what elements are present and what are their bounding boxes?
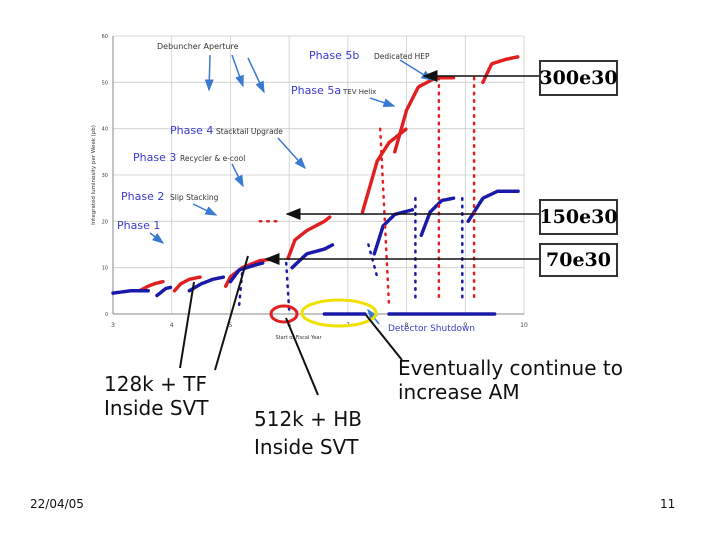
y-tick-label: 40 (102, 127, 108, 133)
callout-tf: 128k + TF Inside SVT (104, 372, 209, 420)
y-tick-label: 60 (102, 34, 108, 40)
series-blue-segment (372, 208, 415, 256)
series-red-segment (393, 75, 456, 154)
annotation-phase3-title: Phase 3 (133, 151, 176, 164)
chart-annotations: Debuncher Aperture Phase 5b Dedicated HEP P… (117, 42, 475, 334)
tf-pointer-line-1 (214, 255, 249, 371)
phase-arrow (399, 59, 434, 81)
chart-grid (112, 35, 525, 315)
series-red-segment (172, 275, 203, 293)
highlight-ellipses (269, 298, 378, 328)
y-tick-label: 10 (102, 266, 108, 272)
y-axis-label: Integrated luminosity per Week (pb) (91, 125, 97, 225)
series-red-segment (481, 55, 520, 85)
callout-tf-line1: 128k + TF (104, 372, 207, 396)
y-tick-label: 20 (102, 219, 108, 225)
series-blue-segment (367, 243, 379, 279)
series-blue-segment (466, 189, 520, 224)
x-axis-label: Start of Fiscal Year (275, 335, 322, 341)
annotation-phase3-sub: Recycler & e-cool (180, 154, 245, 163)
phase-arrow (277, 137, 307, 170)
annotation-phase4-title: Phase 4 (170, 124, 213, 137)
phase-arrow (149, 232, 165, 244)
series-blue-segment (155, 285, 174, 298)
phase-arrow (204, 54, 214, 92)
box-150e30: 150e30 (539, 199, 618, 235)
x-tick-label: 3 (111, 322, 115, 329)
annotation-phase5a-sub: TEV Helix (342, 88, 376, 96)
page-number: 11 (660, 497, 676, 511)
series-blue-segment (228, 261, 265, 284)
series-blue-segment (187, 275, 227, 293)
x-tick-label: 4 (170, 322, 174, 329)
phase-arrow (231, 54, 244, 88)
callout-tf-line2: Inside SVT (104, 396, 209, 420)
callout-am: Eventually continue to increase AM (398, 356, 623, 404)
series-blue-segment (237, 271, 244, 306)
chart-series (111, 55, 520, 316)
callout-hb: 512k + HB Inside SVT (254, 405, 362, 461)
slide-date: 22/04/05 (30, 497, 84, 511)
hb-pointer-line (285, 317, 319, 396)
x-tick-label: 9 (463, 322, 467, 329)
series-red-segment (378, 127, 391, 306)
annotation-phase5a-title: Phase 5a (291, 84, 341, 97)
callout-hb-line1: 512k + HB (254, 407, 362, 431)
annotation-phase2-sub: Slip Stacking (170, 193, 219, 202)
callout-am-line2: increase AM (398, 380, 520, 404)
series-blue-segment (111, 289, 150, 295)
phase-arrow (247, 57, 265, 94)
annotation-phase4-sub: Stacktail Upgrade (216, 127, 283, 136)
annotation-detector-shutdown: Detector Shutdown (388, 324, 475, 334)
annotation-phase5b-sub: Dedicated HEP (374, 52, 430, 61)
annotation-phase1-title: Phase 1 (117, 219, 160, 232)
series-blue-segment (284, 261, 291, 311)
series-blue-segment (419, 196, 456, 237)
callout-hb-line2: Inside SVT (254, 435, 359, 459)
annotation-phase2-title: Phase 2 (121, 190, 164, 203)
y-tick-label: 50 (102, 80, 108, 86)
y-tick-label: 30 (102, 173, 108, 179)
phase-arrow (231, 163, 244, 188)
phase-arrow (192, 203, 218, 216)
x-tick-label: 10 (520, 322, 528, 329)
annotation-arrows (149, 54, 434, 325)
annotation-debuncher: Debuncher Aperture (157, 42, 239, 51)
am-pointer-line (365, 314, 403, 361)
series-red-segment (286, 214, 332, 261)
phase-arrow (369, 97, 396, 107)
series-red-segment (137, 279, 165, 293)
red-highlight-ellipse (269, 304, 299, 324)
box-70e30: 70e30 (539, 243, 618, 277)
x-tick-label: 8 (405, 322, 409, 329)
tf-pointer-line-2 (179, 281, 195, 369)
series-red-segment (360, 126, 409, 214)
box-300e30: 300e30 (539, 60, 618, 96)
series-red-segment (223, 256, 280, 288)
x-tick-label: 5 (229, 322, 233, 329)
annotation-phase5b-title: Phase 5b (309, 49, 359, 62)
y-tick-label: 0 (105, 312, 108, 318)
callout-lines (179, 70, 540, 396)
series-blue-segment (290, 242, 335, 270)
yellow-highlight-ellipse (300, 298, 378, 328)
callout-am-line1: Eventually continue to (398, 356, 623, 380)
